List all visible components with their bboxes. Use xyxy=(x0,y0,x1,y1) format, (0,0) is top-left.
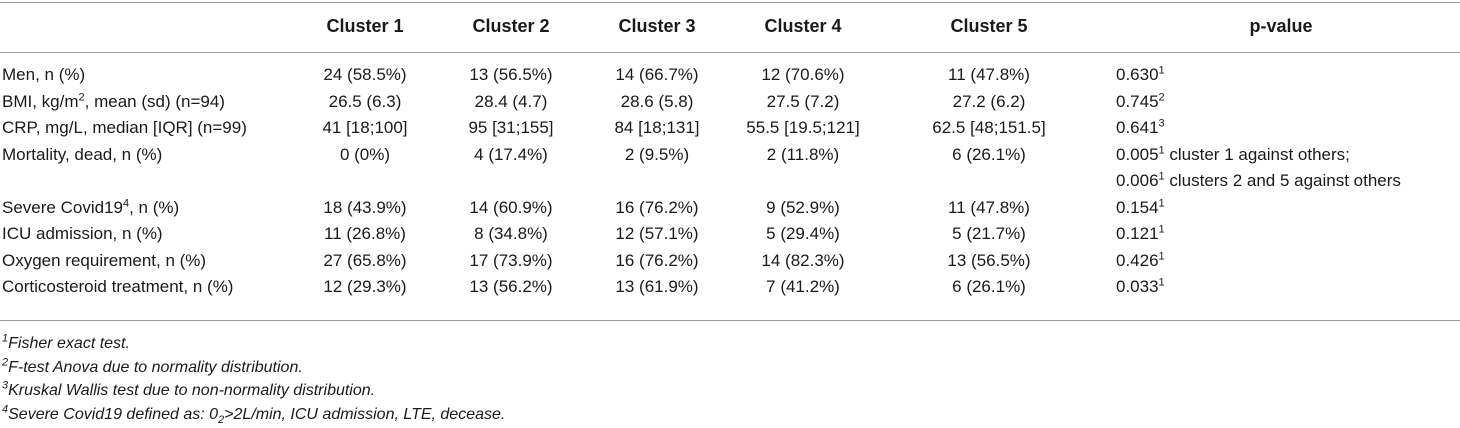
cluster-3-cell: 16 (76.2%) xyxy=(615,197,699,217)
table-row: Mortality, dead, n (%) 0 (0%) 4 (17.4%) 2 (… xyxy=(0,142,1460,169)
cluster-3-cell: 2 (9.5%) xyxy=(624,144,690,164)
table-row: 0.0061 clusters 2 and 5 against others xyxy=(0,168,1460,195)
cluster-4-cell: 12 (70.6%) xyxy=(761,65,845,85)
row-label: Oxygen requirement, n (%) xyxy=(2,250,207,270)
cluster-3-cell: 28.6 (5.8) xyxy=(620,91,694,111)
cluster-2-cell: 4 (17.4%) xyxy=(474,144,548,164)
cluster-2-cell: 17 (73.9%) xyxy=(469,250,553,270)
header-blank xyxy=(0,0,292,52)
cluster-3-cell: 12 (57.1%) xyxy=(615,224,699,244)
header-row: Cluster 1 Cluster 2 Cluster 3 Cluster 4 … xyxy=(0,0,1460,52)
row-label: Men, n (%) xyxy=(2,65,86,85)
header-cluster-2: Cluster 2 xyxy=(472,15,550,36)
header-cluster-4: Cluster 4 xyxy=(764,15,842,36)
row-label: CRP, mg/L, median [IQR] (n=99) xyxy=(2,118,247,138)
cluster-1-cell: 41 [18;100] xyxy=(322,118,408,138)
cluster-3-cell: 16 (76.2%) xyxy=(615,250,699,270)
cluster-5-cell: 6 (26.1%) xyxy=(952,144,1026,164)
header-cluster-3: Cluster 3 xyxy=(618,15,696,36)
table-row: Corticosteroid treatment, n (%) 12 (29.3%… xyxy=(0,274,1460,301)
footnote-3: 3Kruskal Wallis test due to non-normalit… xyxy=(2,379,376,399)
cluster-5-cell: 11 (47.8%) xyxy=(948,65,1030,85)
footnote-2: 2F-test Anova due to normality distribut… xyxy=(2,356,303,376)
cluster-3-cell xyxy=(584,168,730,195)
row-label: Corticosteroid treatment, n (%) xyxy=(2,277,234,297)
row-label xyxy=(0,168,292,195)
row-label: Mortality, dead, n (%) xyxy=(2,144,163,164)
cluster-2-cell: 13 (56.5%) xyxy=(469,65,553,85)
cluster-5-cell: 62.5 [48;151.5] xyxy=(932,118,1046,138)
table-row: CRP, mg/L, median [IQR] (n=99) 41 [18;100… xyxy=(0,115,1460,142)
header-cluster-5: Cluster 5 xyxy=(950,15,1028,36)
cluster-5-cell: 27.2 (6.2) xyxy=(952,91,1026,111)
table-row: Severe Covid194, n (%) 18 (43.9%) 14 (60.9… xyxy=(0,195,1460,222)
table-row: BMI, kg/m2, mean (sd) (n=94) 26.5 (6.3) 28… xyxy=(0,89,1460,116)
table-row: Men, n (%) 24 (58.5%) 13 (56.5%) 14 (66.7%)… xyxy=(0,52,1460,89)
cluster-1-cell: 18 (43.9%) xyxy=(323,197,407,217)
cluster-3-cell: 13 (61.9%) xyxy=(615,277,699,297)
cluster-2-cell: 14 (60.9%) xyxy=(469,197,553,217)
header-rule xyxy=(0,52,1460,53)
header-cluster-1: Cluster 1 xyxy=(326,15,404,36)
cluster-1-cell: 12 (29.3%) xyxy=(323,277,407,297)
cluster-5-cell: 13 (56.5%) xyxy=(947,250,1031,270)
p-value-cell: 0.7452 xyxy=(1116,91,1165,111)
p-value-cell: 0.6301 xyxy=(1116,64,1165,85)
cluster-4-cell: 5 (29.4%) xyxy=(766,224,840,244)
cluster-4-cell: 2 (11.8%) xyxy=(766,144,840,164)
row-label: Severe Covid194, n (%) xyxy=(2,197,180,217)
footnotes: 1Fisher exact test. 2F-test Anova due to … xyxy=(2,332,505,426)
cluster-4-cell: 27.5 (7.2) xyxy=(766,91,840,111)
footnote-1: 1Fisher exact test. xyxy=(2,332,130,352)
header-p-value: p-value xyxy=(1249,15,1313,36)
p-value-cell: 0.0331 xyxy=(1116,276,1165,297)
cluster-2-cell: 8 (34.8%) xyxy=(474,224,548,244)
footnote-4: 4Severe Covid19 defined as: 02>2L/min, I… xyxy=(2,403,506,426)
p-value-cell: 0.1541 xyxy=(1116,197,1165,217)
cluster-5-cell: 11 (47.8%) xyxy=(948,197,1030,217)
cluster-4-cell xyxy=(730,168,876,195)
row-label: BMI, kg/m2, mean (sd) (n=94) xyxy=(2,91,225,111)
p-value-cell: 0.6413 xyxy=(1116,117,1165,138)
p-value-cell: 0.0051 cluster 1 against others; xyxy=(1116,144,1350,164)
cluster-1-cell: 11 (26.8%) xyxy=(324,224,406,244)
cluster-5-cell: 6 (26.1%) xyxy=(952,277,1026,297)
cluster-comparison-table: Cluster 1 Cluster 2 Cluster 3 Cluster 4 … xyxy=(0,0,1460,301)
cluster-4-cell: 9 (52.9%) xyxy=(766,197,840,217)
cluster-3-cell: 14 (66.7%) xyxy=(615,65,699,85)
cluster-1-cell: 26.5 (6.3) xyxy=(328,91,402,111)
cluster-5-cell xyxy=(876,168,1102,195)
table-row: Oxygen requirement, n (%) 27 (65.8%) 17 (7… xyxy=(0,248,1460,275)
cluster-4-cell: 7 (41.2%) xyxy=(766,277,840,297)
cluster-2-cell: 13 (56.2%) xyxy=(469,277,553,297)
cluster-3-cell: 84 [18;131] xyxy=(614,118,700,138)
p-value-cell: 0.1211 xyxy=(1116,223,1165,244)
cluster-2-cell: 28.4 (4.7) xyxy=(474,91,548,111)
cluster-4-cell: 55.5 [19.5;121] xyxy=(746,118,860,138)
cluster-1-cell: 27 (65.8%) xyxy=(323,250,407,270)
cluster-2-cell xyxy=(438,168,584,195)
p-value-cell: 0.0061 clusters 2 and 5 against others xyxy=(1116,170,1401,191)
bottom-rule xyxy=(0,320,1460,321)
top-rule xyxy=(0,2,1460,3)
cluster-1-cell xyxy=(292,168,438,195)
table-row: ICU admission, n (%) 11 (26.8%) 8 (34.8%) 1… xyxy=(0,221,1460,248)
cluster-1-cell: 0 (0%) xyxy=(339,144,391,164)
cluster-2-cell: 95 [31;155] xyxy=(468,118,554,138)
cluster-5-cell: 5 (21.7%) xyxy=(952,224,1026,244)
cluster-4-cell: 14 (82.3%) xyxy=(761,250,845,270)
row-label: ICU admission, n (%) xyxy=(2,224,163,244)
cluster-1-cell: 24 (58.5%) xyxy=(323,65,407,85)
p-value-cell: 0.4261 xyxy=(1116,250,1165,270)
